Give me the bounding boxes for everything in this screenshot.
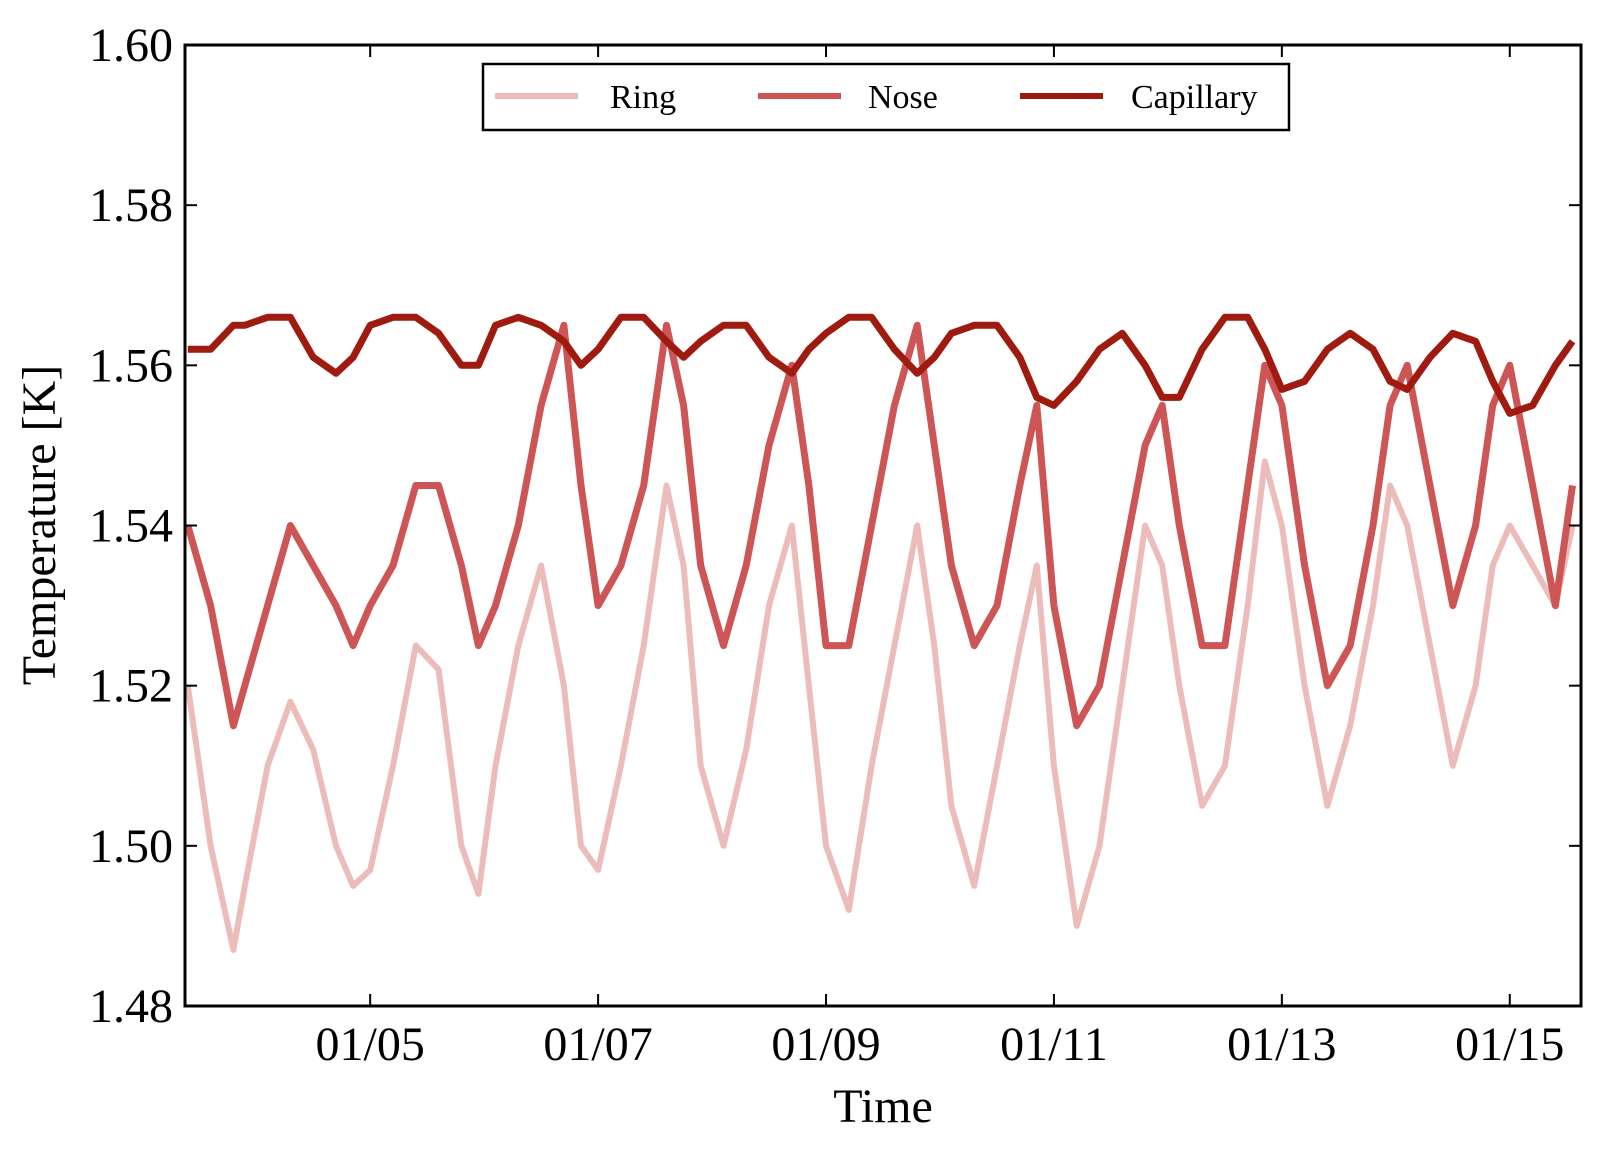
series-line-capillary: [187, 313, 1576, 417]
y-tick-label: 1.50: [89, 820, 173, 873]
legend-label-nose: Nose: [868, 79, 938, 116]
legend-label-capillary: Capillary: [1131, 79, 1258, 116]
y-tick-label: 1.54: [89, 500, 173, 553]
x-tick-label: 01/05: [316, 1018, 425, 1071]
x-tick-label: 01/09: [771, 1018, 880, 1071]
y-tick-label: 1.56: [89, 339, 173, 392]
series-line-nose: [185, 321, 1576, 730]
legend: Ring Nose Capillary: [481, 62, 1291, 132]
y-tick-label: 1.58: [89, 179, 173, 232]
x-tick-label: 01/15: [1455, 1018, 1564, 1071]
y-axis: 1.48 1.50 1.52 1.54 1.56 1.58 1.60: [89, 19, 1581, 1033]
x-tick-label: 01/13: [1227, 1018, 1336, 1071]
y-axis-title: Temperature [K]: [13, 365, 66, 685]
x-axis: 01/05 01/07 01/09 01/11 01/13 01/15: [316, 45, 1564, 1071]
y-tick-label: 1.52: [89, 660, 173, 713]
series-layer: [185, 313, 1576, 953]
x-tick-label: 01/11: [1000, 1018, 1108, 1071]
x-tick-label: 01/07: [543, 1018, 652, 1071]
y-tick-label: 1.60: [89, 19, 173, 72]
series-line-ring: [185, 458, 1576, 953]
x-axis-title: Time: [833, 1080, 933, 1133]
legend-label-ring: Ring: [610, 79, 676, 116]
legend-box: [481, 62, 1291, 132]
y-tick-label: 1.48: [89, 980, 173, 1033]
